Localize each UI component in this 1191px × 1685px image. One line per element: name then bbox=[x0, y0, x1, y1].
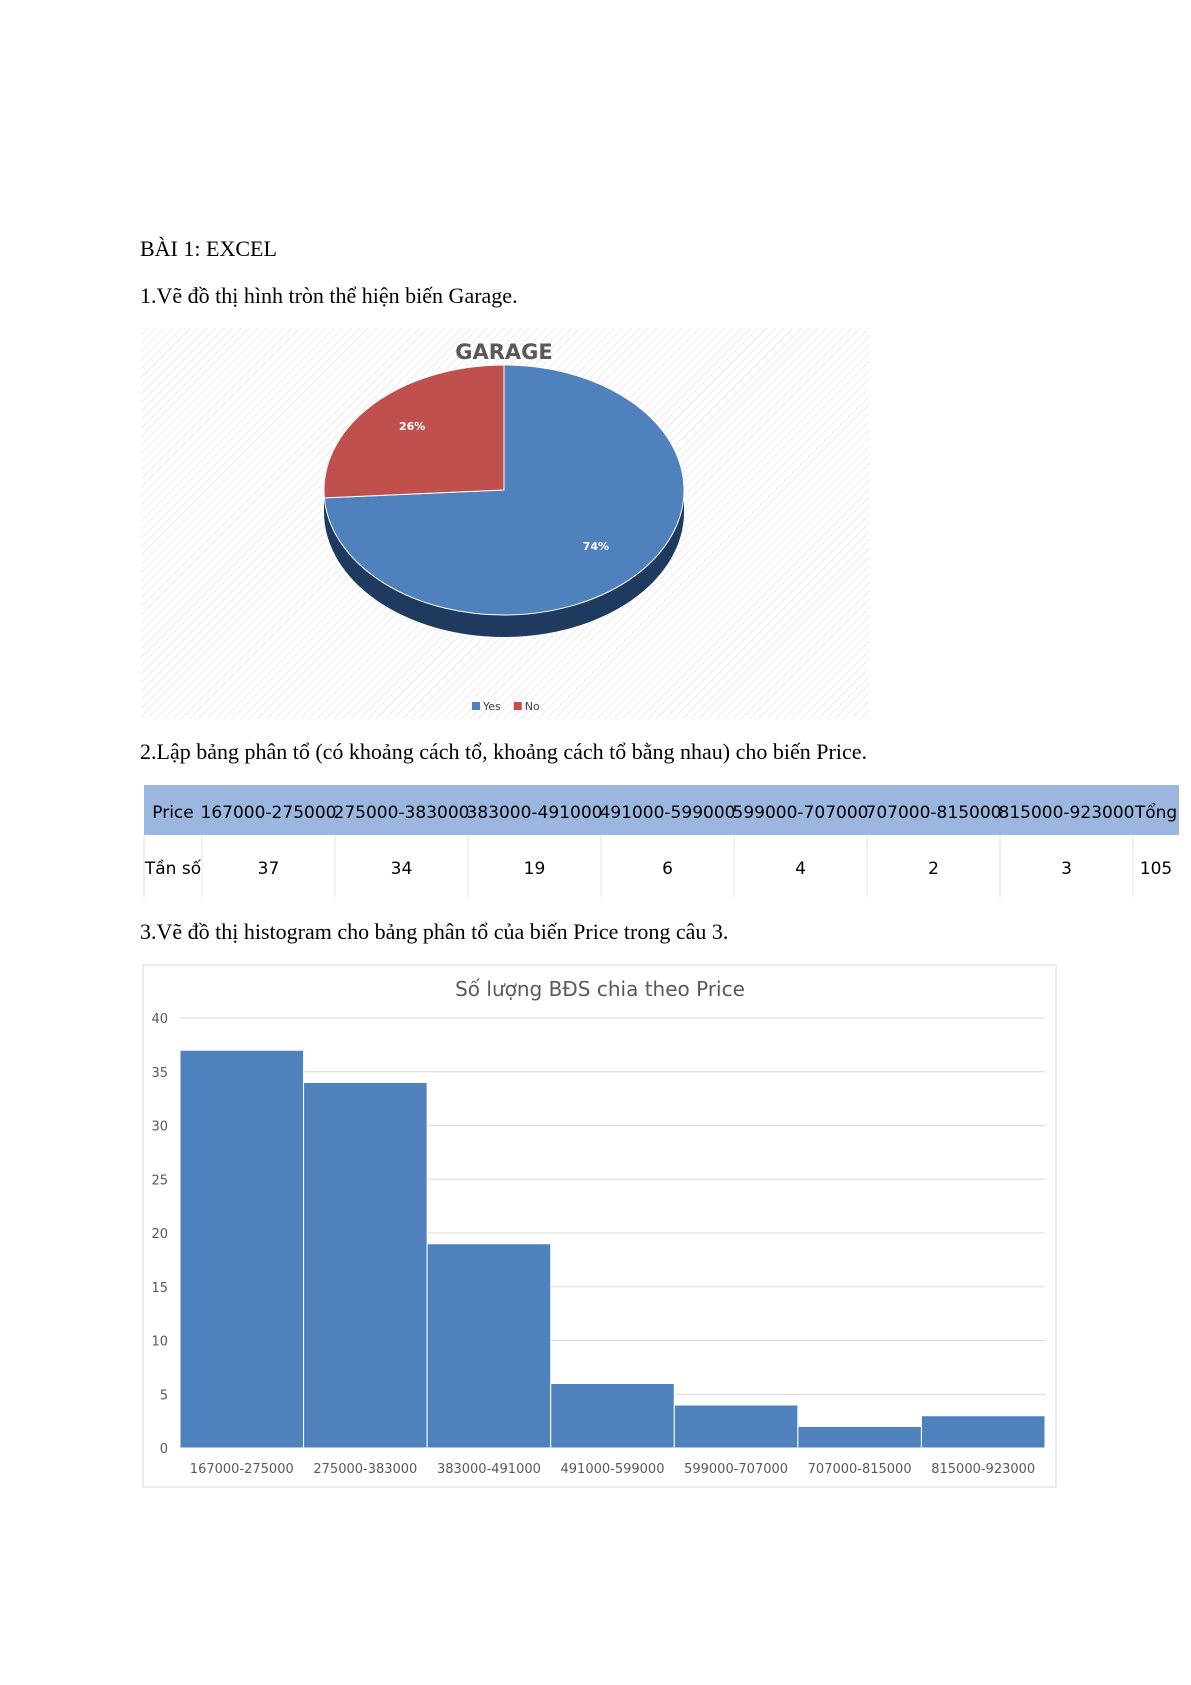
x-tick-label: 275000-383000 bbox=[313, 1462, 417, 1477]
table-header-cell: 599000-707000 bbox=[733, 803, 869, 823]
y-tick-label: 25 bbox=[151, 1173, 168, 1188]
heading: BÀI 1: EXCEL bbox=[140, 236, 277, 261]
question: 3.Vẽ đồ thị histogram cho bảng phân tổ c… bbox=[140, 919, 728, 944]
y-tick-label: 5 bbox=[160, 1388, 168, 1403]
y-tick-label: 15 bbox=[151, 1281, 168, 1296]
table-cell: 3 bbox=[1061, 859, 1072, 879]
legend-label: Yes bbox=[482, 700, 501, 713]
y-tick-label: 10 bbox=[151, 1335, 168, 1350]
question: 2.Lập bảng phân tổ (có khoảng cách tổ, k… bbox=[140, 739, 867, 764]
table-header-cell: 707000-815000 bbox=[866, 803, 1002, 823]
bar bbox=[550, 1383, 675, 1449]
data-label: 74% bbox=[583, 540, 609, 553]
bar bbox=[179, 1049, 305, 1449]
question: 1.Vẽ đồ thị hình tròn thể hiện biến Gara… bbox=[140, 283, 518, 308]
table-header-bg bbox=[144, 785, 1179, 835]
table-cell: 19 bbox=[524, 859, 546, 879]
table-header-cell: Tổng bbox=[1134, 802, 1177, 823]
pie-slice bbox=[323, 364, 505, 499]
legend-label: No bbox=[525, 700, 540, 713]
table-cell: 4 bbox=[795, 859, 806, 879]
legend-swatch bbox=[472, 702, 480, 710]
table-cell: 2 bbox=[928, 859, 939, 879]
data-label: 26% bbox=[399, 420, 425, 433]
table-cell: Tần số bbox=[144, 858, 202, 879]
table-cell: 105 bbox=[1140, 859, 1172, 879]
y-tick-label: 20 bbox=[151, 1227, 168, 1242]
table-cell: 6 bbox=[662, 859, 673, 879]
bar bbox=[303, 1082, 428, 1449]
bar bbox=[797, 1426, 922, 1449]
table-header-cell: 491000-599000 bbox=[600, 803, 736, 823]
table-header-cell: 383000-491000 bbox=[467, 803, 603, 823]
table-header-cell: 275000-383000 bbox=[334, 803, 470, 823]
x-tick-label: 491000-599000 bbox=[561, 1462, 665, 1477]
y-tick-label: 40 bbox=[151, 1012, 168, 1027]
x-tick-label: 167000-275000 bbox=[190, 1462, 294, 1477]
y-tick-label: 35 bbox=[151, 1066, 168, 1081]
y-tick-label: 30 bbox=[151, 1120, 168, 1135]
x-tick-label: 599000-707000 bbox=[684, 1462, 788, 1477]
chart-title: Số lượng BĐS chia theo Price bbox=[455, 977, 745, 1001]
table-cell: 34 bbox=[391, 859, 413, 879]
bar bbox=[426, 1243, 552, 1449]
x-tick-label: 815000-923000 bbox=[931, 1462, 1035, 1477]
table-header-cell: Price bbox=[152, 803, 193, 823]
chart-title: GARAGE bbox=[455, 340, 553, 364]
table-cell: 37 bbox=[258, 859, 280, 879]
table-header-cell: 815000-923000 bbox=[999, 803, 1135, 823]
x-tick-label: 707000-815000 bbox=[808, 1462, 912, 1477]
bar bbox=[673, 1404, 799, 1449]
x-tick-label: 383000-491000 bbox=[437, 1462, 541, 1477]
legend-swatch bbox=[513, 702, 522, 710]
table-header-cell: 167000-275000 bbox=[201, 803, 337, 823]
bar bbox=[920, 1415, 1046, 1449]
y-tick-label: 0 bbox=[160, 1442, 168, 1457]
